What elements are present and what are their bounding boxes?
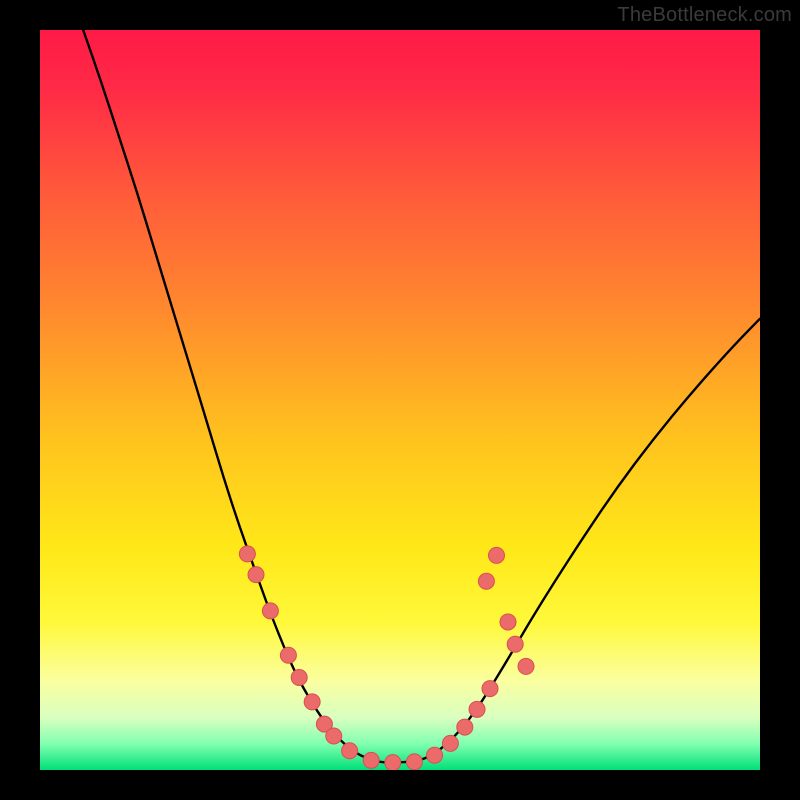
marker-dot <box>363 752 379 768</box>
marker-dot <box>385 755 401 771</box>
marker-dot <box>304 694 320 710</box>
marker-dot <box>469 701 485 717</box>
marker-dot <box>427 747 443 763</box>
marker-dot <box>488 547 504 563</box>
marker-dot <box>342 743 358 759</box>
marker-dot <box>457 719 473 735</box>
marker-dot <box>291 670 307 686</box>
marker-dot <box>478 573 494 589</box>
marker-dot <box>518 658 534 674</box>
bottleneck-chart <box>0 0 800 800</box>
marker-dot <box>406 754 422 770</box>
marker-dot <box>326 728 342 744</box>
marker-dot <box>239 546 255 562</box>
marker-dot <box>507 636 523 652</box>
marker-dot <box>248 567 264 583</box>
plot-background <box>40 30 760 770</box>
marker-dot <box>262 603 278 619</box>
watermark-text: TheBottleneck.com <box>617 4 792 27</box>
marker-dot <box>482 681 498 697</box>
marker-dot <box>442 735 458 751</box>
marker-dot <box>280 647 296 663</box>
marker-dot <box>500 614 516 630</box>
